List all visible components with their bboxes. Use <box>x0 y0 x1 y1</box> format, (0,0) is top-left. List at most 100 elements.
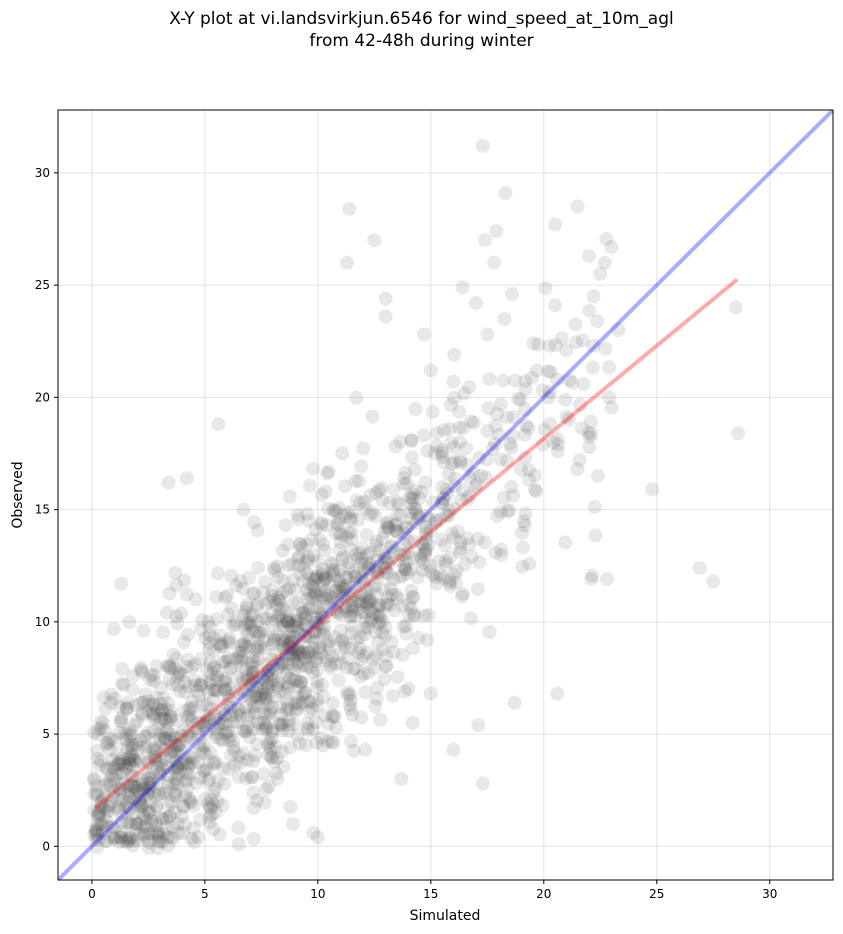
data-point <box>159 659 174 674</box>
data-point <box>244 609 259 624</box>
data-point <box>145 742 160 757</box>
data-point <box>236 502 251 517</box>
data-point <box>141 786 156 801</box>
data-point <box>455 280 470 295</box>
data-point <box>301 694 316 709</box>
data-point <box>388 439 403 454</box>
data-point <box>543 364 558 379</box>
data-point <box>87 773 102 788</box>
data-point <box>335 588 350 603</box>
data-point <box>307 588 322 603</box>
data-point <box>315 567 330 582</box>
data-point <box>447 347 462 362</box>
data-point <box>257 641 272 656</box>
data-point <box>300 566 315 581</box>
data-point <box>207 682 222 697</box>
data-point <box>330 604 345 619</box>
data-point <box>400 546 415 561</box>
data-point <box>104 819 119 834</box>
data-point <box>360 620 375 635</box>
data-point <box>291 679 306 694</box>
data-point <box>122 757 137 772</box>
data-point <box>351 602 366 617</box>
data-point <box>256 706 271 721</box>
data-point <box>164 728 179 743</box>
data-point <box>289 673 304 688</box>
data-point <box>559 409 574 424</box>
data-point <box>90 752 105 767</box>
data-point <box>143 771 158 786</box>
data-point <box>223 661 238 676</box>
data-point <box>301 723 316 738</box>
data-point <box>261 663 276 678</box>
data-point <box>427 446 442 461</box>
data-point <box>402 490 417 505</box>
data-point <box>350 551 365 566</box>
data-point <box>172 737 187 752</box>
data-point <box>338 599 353 614</box>
data-point <box>293 640 308 655</box>
data-point <box>389 516 404 531</box>
data-point <box>326 590 341 605</box>
data-point <box>370 570 385 585</box>
data-point <box>219 716 234 731</box>
data-point <box>347 609 362 624</box>
data-point <box>149 759 164 774</box>
data-point <box>160 830 175 845</box>
data-point <box>236 635 251 650</box>
data-point <box>176 799 191 814</box>
data-point <box>149 659 164 674</box>
data-point <box>453 535 468 550</box>
data-point <box>228 614 243 629</box>
data-point <box>254 625 269 640</box>
data-point <box>343 510 358 525</box>
data-point <box>282 679 297 694</box>
data-point <box>91 806 106 821</box>
data-point <box>314 607 329 622</box>
data-point <box>264 731 279 746</box>
data-point <box>288 617 303 632</box>
data-point <box>400 476 415 491</box>
data-point <box>275 585 290 600</box>
data-point <box>164 745 179 760</box>
data-point <box>469 296 484 311</box>
data-point <box>159 715 174 730</box>
data-point <box>314 515 329 530</box>
data-point <box>585 360 600 375</box>
data-point <box>706 574 721 589</box>
data-point <box>499 410 514 425</box>
data-point <box>282 581 297 596</box>
data-point <box>502 436 517 451</box>
data-point <box>198 747 213 762</box>
data-point <box>260 692 275 707</box>
data-point <box>369 564 384 579</box>
data-point <box>347 570 362 585</box>
data-point <box>395 568 410 583</box>
data-point <box>561 412 576 427</box>
data-point <box>403 562 418 577</box>
data-point <box>119 741 134 756</box>
data-point <box>136 695 151 710</box>
data-point <box>358 606 373 621</box>
data-point <box>308 715 323 730</box>
data-point <box>398 562 413 577</box>
data-point <box>604 400 619 415</box>
data-point <box>356 648 371 663</box>
data-point <box>370 553 385 568</box>
data-point <box>278 605 293 620</box>
data-point <box>114 815 129 830</box>
data-point <box>342 201 357 216</box>
data-point <box>153 754 168 769</box>
data-point <box>111 800 126 815</box>
data-point <box>293 567 308 582</box>
data-point <box>156 762 171 777</box>
data-point <box>181 652 196 667</box>
data-point <box>550 686 565 701</box>
data-point <box>393 548 408 563</box>
data-point <box>177 635 192 650</box>
data-point <box>358 685 373 700</box>
data-point <box>124 777 139 792</box>
data-point <box>189 776 204 791</box>
data-point <box>368 538 383 553</box>
data-point <box>206 631 221 646</box>
